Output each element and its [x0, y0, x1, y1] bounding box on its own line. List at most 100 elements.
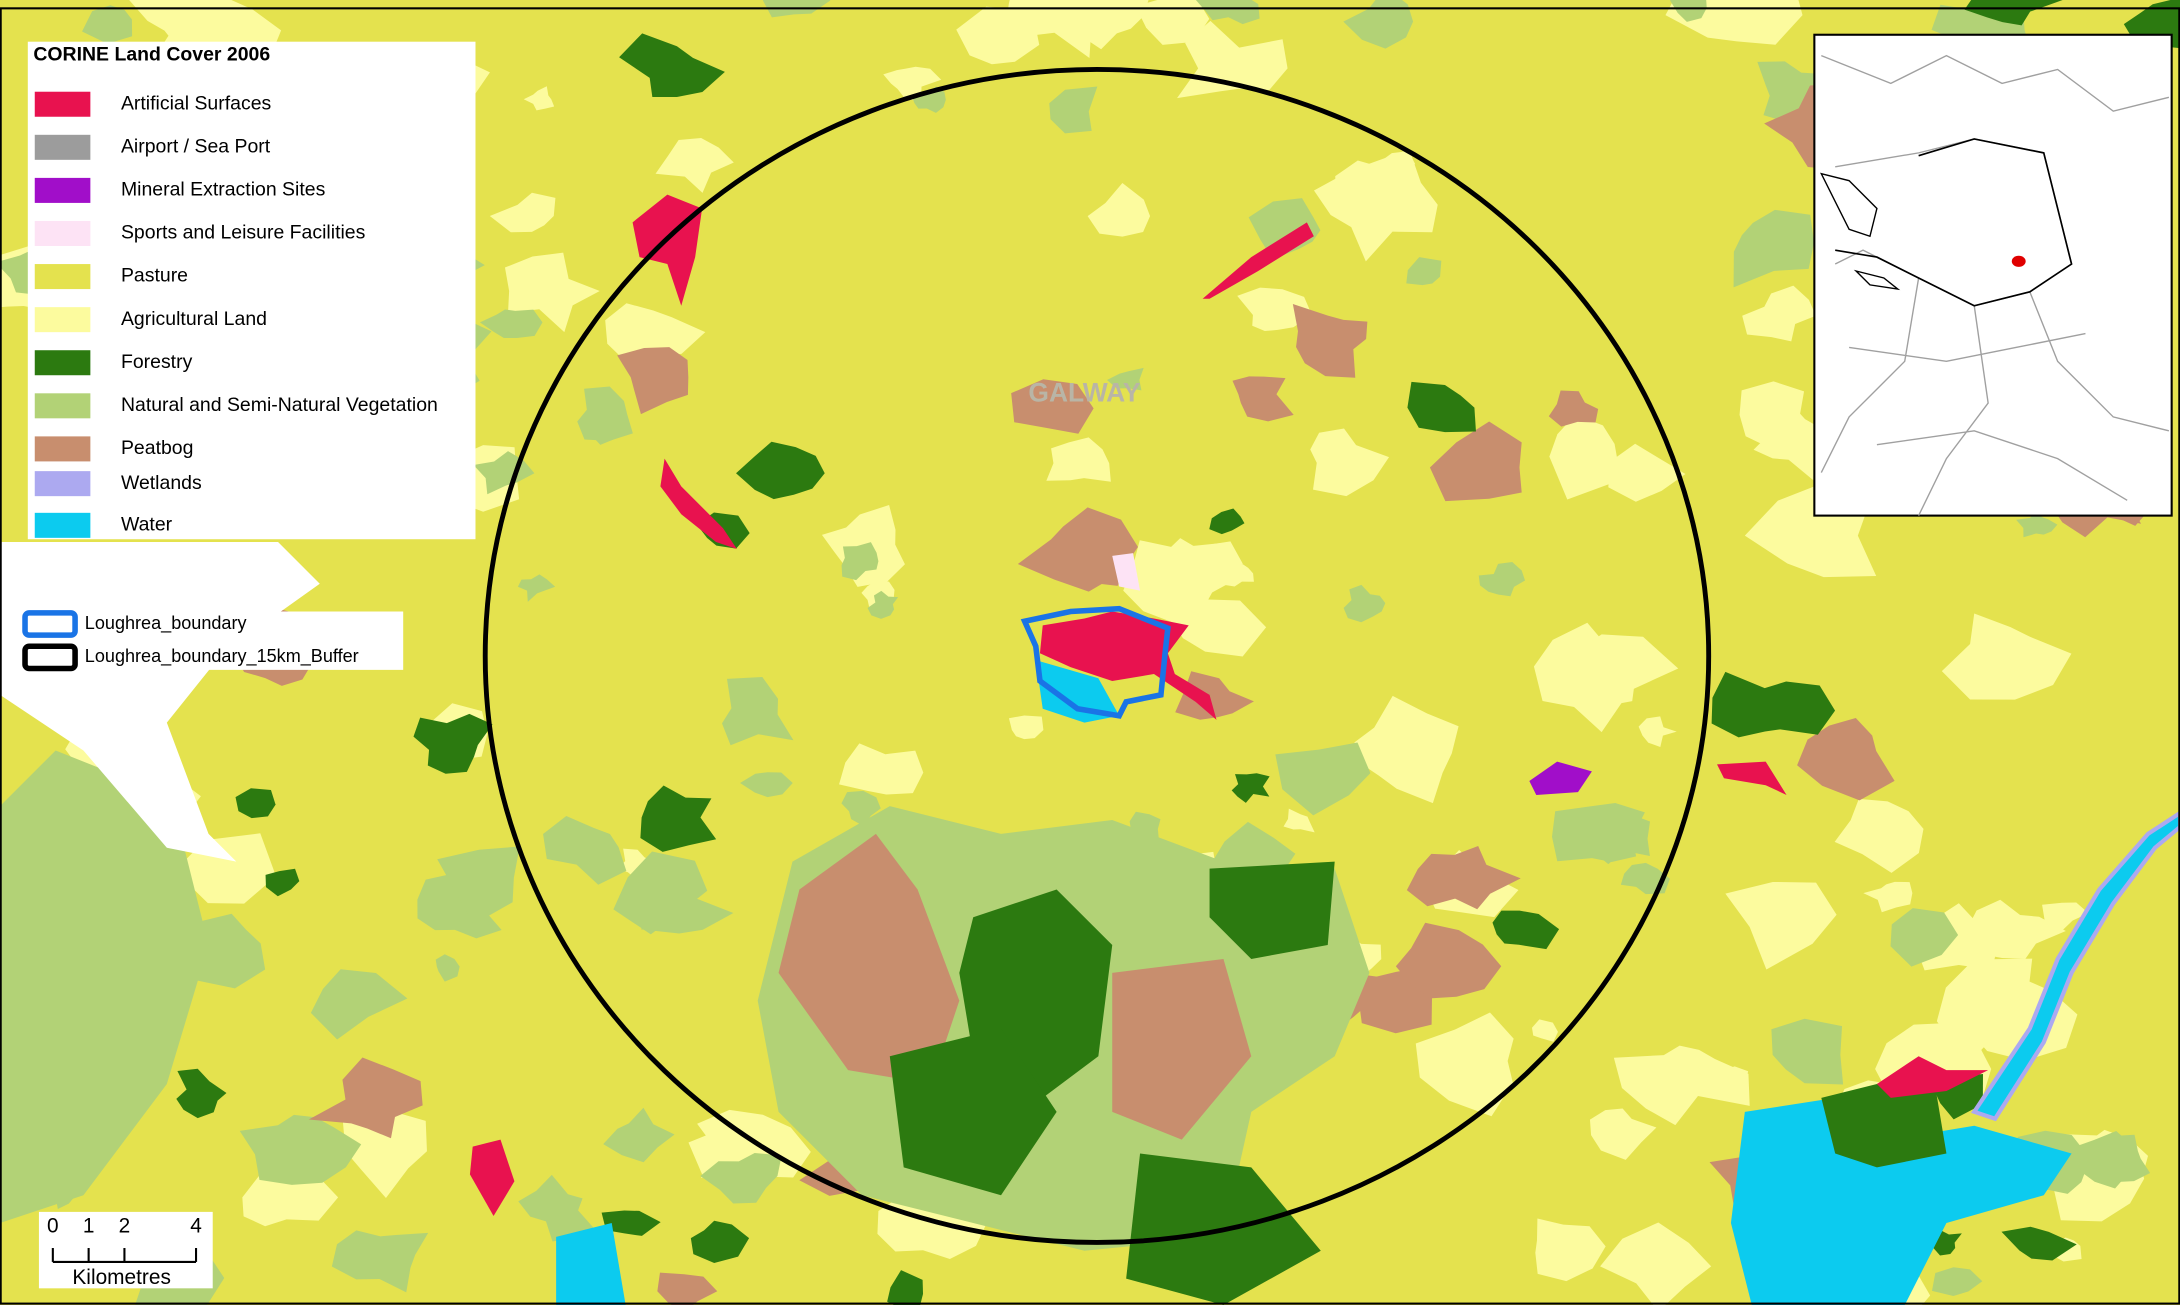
- vegetation-patch: [417, 873, 502, 939]
- peatbog-patch: [1175, 671, 1254, 720]
- agricultural-patch: [1531, 1019, 1558, 1042]
- forestry-patch: [1964, 0, 2063, 26]
- vegetation-patch: [1275, 742, 1371, 816]
- vegetation-patch: [867, 590, 899, 619]
- agricultural-patch: [1608, 443, 1686, 502]
- county-label: GALWAY: [1028, 378, 1140, 408]
- forestry-area: [1209, 861, 1335, 959]
- vegetation-patch: [517, 574, 556, 602]
- vegetation-patch: [1733, 209, 1815, 288]
- map-frame: [0, 7, 2180, 1305]
- vegetation-patch: [543, 815, 627, 885]
- vegetation-patch: [1343, 0, 1414, 49]
- vegetation-patch: [1195, 0, 1260, 25]
- legend-swatch: [34, 134, 91, 160]
- agricultural-patch: [1415, 1012, 1514, 1117]
- vegetation-patch: [82, 5, 133, 44]
- vegetation-area: [0, 750, 209, 1224]
- agricultural-patch: [1283, 808, 1315, 833]
- forestry-patch: [1231, 773, 1270, 803]
- artificial-surface: [1717, 761, 1787, 795]
- peatbog-patch: [1395, 922, 1502, 999]
- legend-label: Water: [121, 513, 173, 535]
- vegetation-patch: [479, 309, 543, 338]
- boundary-swatch: [22, 610, 78, 638]
- scale-tick-label: 1: [83, 1215, 95, 1238]
- vegetation-patch: [721, 676, 794, 746]
- scale-tick-label: 4: [190, 1215, 202, 1238]
- lake: [1035, 660, 1120, 723]
- forestry-patch: [1492, 910, 1560, 950]
- legend-label: Airport / Sea Port: [121, 135, 271, 157]
- vegetation-patch: [435, 954, 460, 982]
- agricultural-patch: [1966, 899, 2066, 959]
- agricultural-patch: [1863, 881, 1913, 913]
- agricultural-patch: [1087, 183, 1151, 237]
- peatbog-patch: [1292, 303, 1368, 378]
- vegetation-patch: [1106, 367, 1144, 391]
- agricultural-patch: [1135, 0, 1210, 45]
- vegetation-patch: [911, 86, 946, 113]
- legend-swatch: [34, 220, 91, 246]
- legend-items: Artificial Surfaces Airport / Sea Port Min…: [34, 91, 438, 538]
- legend-swatch: [34, 350, 91, 376]
- forestry-patch: [640, 785, 717, 852]
- vegetation-patch: [310, 969, 408, 1040]
- vegetation-patch: [239, 1114, 362, 1185]
- forestry-patch: [1209, 508, 1245, 535]
- forestry-area: [889, 1028, 1057, 1196]
- legend-swatch: [34, 264, 91, 290]
- peatbog-patch: [1011, 379, 1094, 434]
- vegetation-patch: [613, 851, 708, 935]
- peatbog-patch: [308, 1057, 423, 1139]
- agricultural-patch: [1742, 285, 1816, 342]
- boundary-legend: Loughrea_boundary Loughrea_boundary_15km_…: [22, 610, 359, 672]
- agricultural-patch: [1313, 149, 1438, 262]
- forestry-patch: [428, 722, 459, 742]
- agricultural-patch: [1638, 716, 1677, 748]
- vegetation-patch: [1478, 562, 1526, 597]
- agricultural-patch: [883, 66, 942, 103]
- artificial-surface: [660, 458, 737, 549]
- town: [1039, 611, 1217, 720]
- agricultural-patch: [504, 252, 600, 333]
- vegetation-patch: [2016, 510, 2058, 538]
- scale-tick-label: 0: [47, 1215, 59, 1238]
- agricultural-patch: [1600, 1222, 1712, 1305]
- forestry-patch: [235, 788, 276, 819]
- forestry-patch: [2001, 1226, 2077, 1261]
- forestry-patch: [619, 33, 725, 98]
- artificial-surface: [1202, 222, 1314, 299]
- agricultural-patch: [1046, 437, 1111, 482]
- agricultural-patch: [1008, 715, 1044, 740]
- vegetation-patch: [1049, 86, 1098, 134]
- mineral-extraction: [1529, 761, 1592, 795]
- legend-label: Forestry: [121, 351, 193, 373]
- legend-label: Agricultural Land: [121, 308, 267, 330]
- agricultural-patch: [1163, 599, 1267, 657]
- artificial-surface: [469, 1139, 515, 1217]
- legend-swatch: [34, 307, 91, 333]
- legend-box: [27, 41, 476, 540]
- water-area: [556, 1223, 626, 1305]
- legend-label: Wetlands: [121, 472, 202, 494]
- legend-label: Sports and Leisure Facilities: [121, 222, 366, 244]
- legend-swatch: [34, 177, 91, 203]
- artificial-surface: [1876, 1056, 1989, 1098]
- agricultural-patch: [617, 848, 658, 881]
- agricultural-patch: [1718, 1066, 1749, 1094]
- forestry-patch: [601, 1210, 661, 1236]
- peatbog-area: [1112, 958, 1252, 1140]
- agricultural-patch: [489, 192, 556, 233]
- forestry-patch: [1711, 671, 1836, 738]
- legend-label: Natural and Semi-Natural Vegetation: [121, 394, 438, 416]
- agricultural-patch: [956, 6, 1040, 65]
- legend-swatch: [34, 471, 91, 497]
- vegetation-patch: [841, 790, 881, 826]
- peatbog-patch: [1017, 507, 1138, 592]
- legend-label: Artificial Surfaces: [121, 92, 272, 114]
- vegetation-patch: [518, 1174, 594, 1242]
- agricultural-patch: [342, 1109, 427, 1198]
- peatbog-patch: [657, 1272, 718, 1305]
